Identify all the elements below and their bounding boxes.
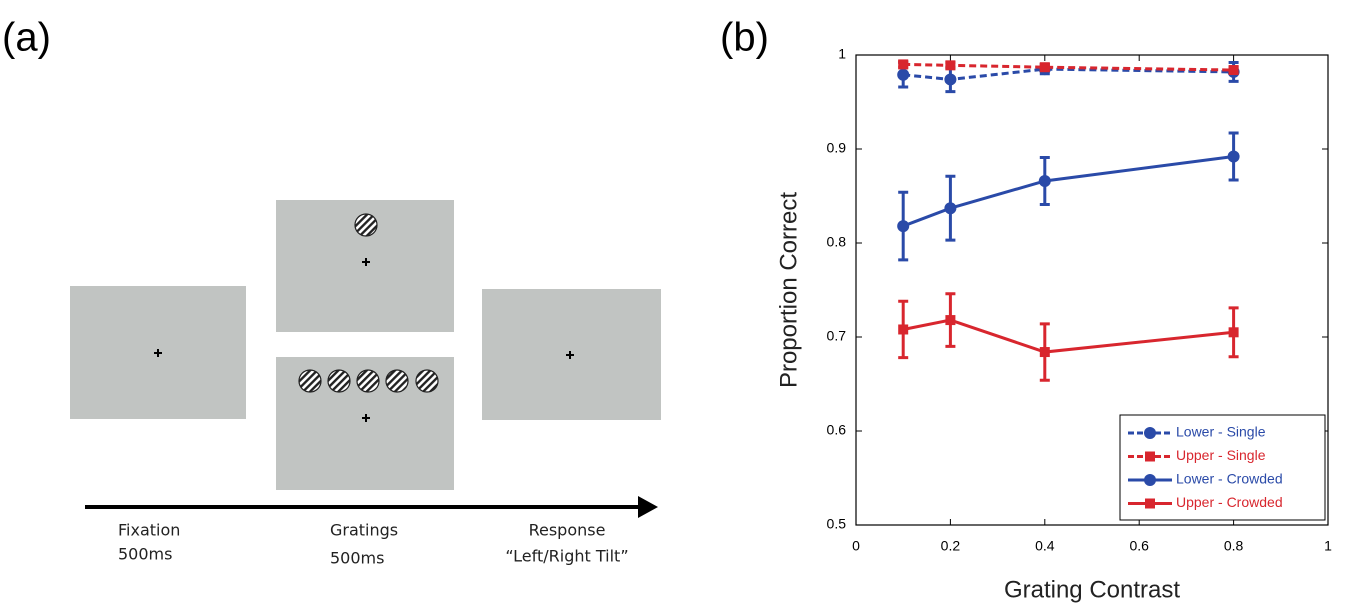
marker [1228, 327, 1239, 338]
marker [1228, 65, 1239, 76]
panel-label: (a) [2, 16, 51, 60]
y-tick-label: 0.7 [827, 328, 847, 344]
marker [1038, 174, 1051, 187]
panel-label: (b) [720, 16, 769, 60]
y-tick-label: 0.5 [827, 516, 847, 532]
y-tick-label: 0.8 [827, 234, 847, 250]
marker [944, 73, 957, 86]
legend-label: Upper - Single [1176, 447, 1266, 463]
legend-label: Upper - Crowded [1176, 494, 1283, 510]
marker [898, 59, 909, 70]
marker [897, 68, 910, 81]
marker [1039, 62, 1050, 73]
y-tick-label: 0.6 [827, 422, 847, 438]
step-duration: “Left/Right Tilt” [505, 547, 628, 566]
marker [945, 60, 956, 71]
diagram: Fixation 500ms Gratings 500ms Response “… [70, 200, 661, 568]
marker [1039, 347, 1050, 358]
chart: Grating Contrast Proportion Correct 0 0.2… [775, 46, 1332, 604]
step-duration: 500ms [118, 545, 172, 564]
step-label: Fixation [118, 521, 180, 540]
marker [1227, 150, 1240, 163]
x-tick-label: 1 [1324, 538, 1332, 554]
x-tick-label: 0.8 [1224, 538, 1244, 554]
step-label: Gratings [330, 521, 398, 540]
x-axis-title: Grating Contrast [1004, 576, 1180, 603]
y-axis-title: Proportion Correct [775, 192, 802, 388]
plot-frame [855, 54, 1329, 526]
marker [1145, 451, 1155, 462]
x-tick-label: 0.4 [1035, 538, 1055, 554]
marker [897, 220, 910, 233]
series-line [903, 67, 1234, 81]
marker [898, 324, 909, 335]
gratings [298, 213, 439, 393]
marker [1144, 474, 1156, 486]
series-line [902, 155, 1234, 228]
x-tick-label: 0 [852, 538, 860, 554]
marker [945, 315, 956, 326]
marker [1145, 498, 1155, 509]
fixation-crosses [154, 258, 574, 422]
step-duration: 500ms [330, 549, 384, 568]
y-tick-label: 0.9 [827, 140, 847, 156]
arrow-head [638, 496, 658, 518]
marker [944, 202, 957, 215]
legend-label: Lower - Crowded [1176, 471, 1283, 487]
marker [1144, 427, 1156, 439]
x-tick-label: 0.6 [1129, 538, 1149, 554]
x-tick-label: 0.2 [941, 538, 961, 554]
series-line [903, 62, 1234, 72]
y-tick-label: 1 [838, 46, 846, 62]
legend-label: Lower - Single [1176, 424, 1266, 440]
series-line [902, 318, 1234, 354]
step-label: Response [529, 521, 606, 540]
